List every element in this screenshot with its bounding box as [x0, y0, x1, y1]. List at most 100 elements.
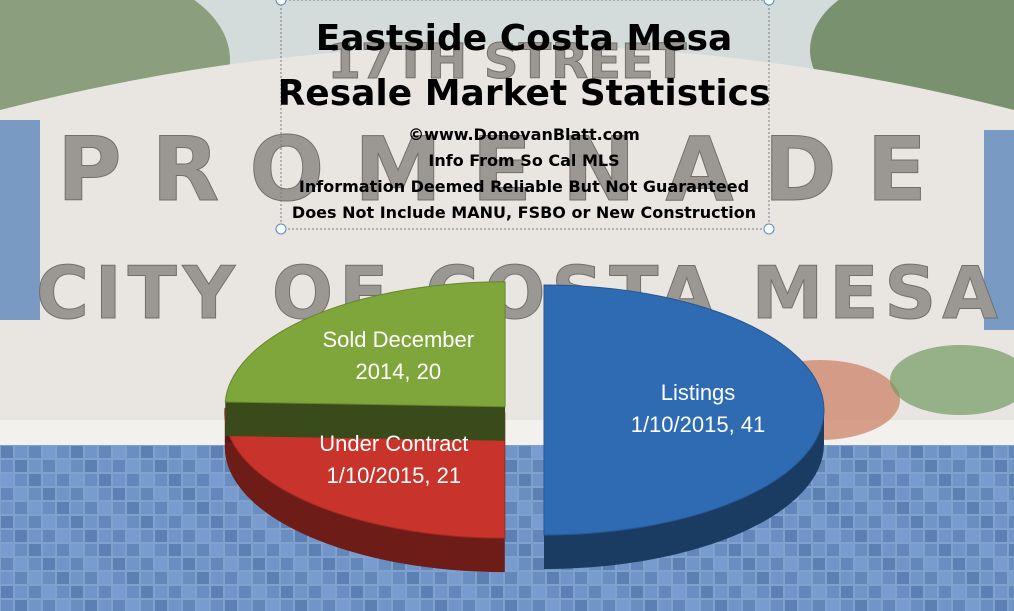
- tile: [967, 516, 979, 528]
- tile: [869, 488, 881, 500]
- tile: [309, 544, 321, 556]
- tile: [1009, 488, 1014, 500]
- resize-handle-top-right[interactable]: [763, 0, 775, 6]
- tile: [141, 572, 153, 584]
- tile: [911, 488, 923, 500]
- tile: [155, 502, 167, 514]
- tile: [939, 600, 951, 611]
- title-box[interactable]: [280, 0, 770, 230]
- tile: [799, 530, 811, 542]
- tile: [57, 488, 69, 500]
- tile: [1009, 558, 1014, 570]
- tile: [155, 446, 167, 458]
- tile: [169, 530, 181, 542]
- tile: [575, 586, 587, 598]
- tile: [85, 544, 97, 556]
- tile: [71, 460, 83, 472]
- tile: [841, 446, 853, 458]
- tile: [463, 572, 475, 584]
- tile: [169, 572, 181, 584]
- tile: [897, 502, 909, 514]
- tile: [267, 544, 279, 556]
- tile: [57, 544, 69, 556]
- tile: [981, 502, 993, 514]
- tile: [99, 586, 111, 598]
- tile: [911, 586, 923, 598]
- tile: [85, 488, 97, 500]
- pie-slice-listings[interactable]: [543, 284, 825, 536]
- tile: [393, 572, 405, 584]
- resize-handle-top-left[interactable]: [275, 0, 287, 6]
- tile: [883, 600, 895, 611]
- tile: [1009, 502, 1014, 514]
- pie-slice-sold-december[interactable]: [224, 281, 506, 408]
- tile: [925, 460, 937, 472]
- tile: [855, 474, 867, 486]
- tile: [449, 572, 461, 584]
- tile: [939, 474, 951, 486]
- tile: [757, 586, 769, 598]
- data-label-listings: 1/10/2015, 41: [631, 412, 766, 437]
- pie-slice-side-listings: [544, 410, 824, 569]
- tile: [155, 460, 167, 472]
- tile: [253, 530, 265, 542]
- tile: [995, 446, 1007, 458]
- tile: [953, 516, 965, 528]
- tile: [113, 474, 125, 486]
- tile: [169, 446, 181, 458]
- tile: [967, 558, 979, 570]
- tile: [799, 586, 811, 598]
- tile: [925, 572, 937, 584]
- tile: [337, 572, 349, 584]
- tile: [323, 558, 335, 570]
- tile: [141, 544, 153, 556]
- tile: [155, 530, 167, 542]
- tile: [953, 600, 965, 611]
- tile: [43, 558, 55, 570]
- tile: [169, 544, 181, 556]
- tile: [351, 600, 363, 611]
- tile: [211, 474, 223, 486]
- tile: [729, 544, 741, 556]
- tile: [113, 516, 125, 528]
- tile: [113, 544, 125, 556]
- tile: [827, 530, 839, 542]
- tile: [491, 586, 503, 598]
- tile: [533, 460, 545, 472]
- tile: [729, 558, 741, 570]
- tile: [519, 572, 531, 584]
- tile: [183, 586, 195, 598]
- tile: [939, 460, 951, 472]
- tile: [197, 516, 209, 528]
- chart-subtitle-line: Does Not Include MANU, FSBO or New Const…: [292, 203, 756, 222]
- tile: [1, 600, 13, 611]
- tile: [1009, 460, 1014, 472]
- tile: [967, 600, 979, 611]
- tile: [841, 516, 853, 528]
- tile: [967, 460, 979, 472]
- tile: [1, 572, 13, 584]
- tile: [29, 600, 41, 611]
- tile: [953, 460, 965, 472]
- tile: [827, 474, 839, 486]
- tile: [701, 572, 713, 584]
- resize-handle-bottom-left[interactable]: [275, 223, 287, 235]
- tile: [351, 558, 363, 570]
- tile: [169, 474, 181, 486]
- tile: [29, 446, 41, 458]
- chart-subtitle-line: ©www.DonovanBlatt.com: [408, 125, 640, 144]
- tile: [771, 530, 783, 542]
- data-label-sold-december: Sold December: [322, 327, 474, 352]
- tile: [239, 572, 251, 584]
- tile: [547, 572, 559, 584]
- tile: [785, 572, 797, 584]
- tile: [939, 544, 951, 556]
- tile: [981, 572, 993, 584]
- tile: [981, 488, 993, 500]
- chart-title-line: Resale Market Statistics: [278, 73, 771, 114]
- chart-title-line: Eastside Costa Mesa: [316, 18, 733, 59]
- tile: [505, 502, 517, 514]
- tile: [15, 600, 27, 611]
- tile: [141, 488, 153, 500]
- resize-handle-bottom-right[interactable]: [763, 223, 775, 235]
